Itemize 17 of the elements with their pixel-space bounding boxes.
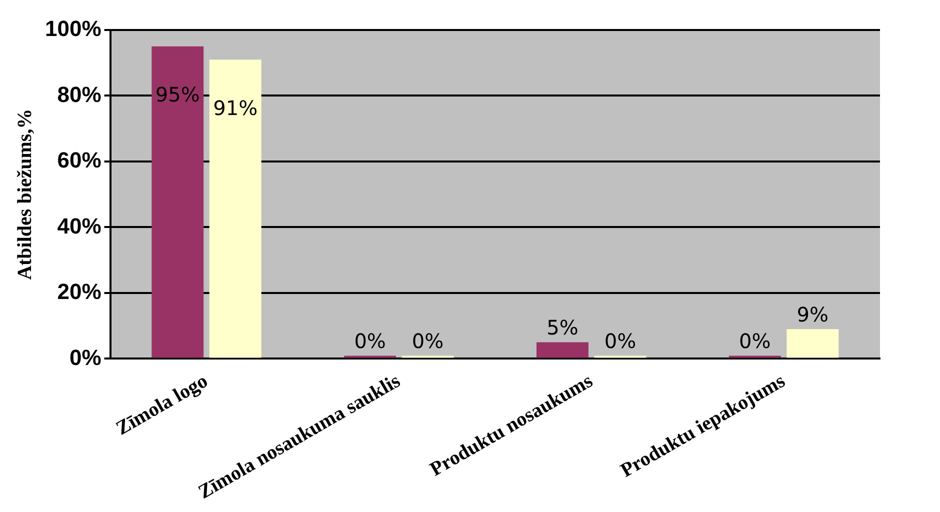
y-tick-label: 60% xyxy=(57,148,102,173)
data-label: 91% xyxy=(213,96,258,120)
y-tick-label: 40% xyxy=(57,213,102,238)
y-tick-label: 0% xyxy=(69,344,102,370)
data-label: 0% xyxy=(604,328,636,353)
data-label: 95% xyxy=(155,82,200,107)
bar xyxy=(152,46,204,358)
y-tick-label: 20% xyxy=(57,279,102,304)
data-label: 0% xyxy=(412,328,444,353)
data-label: 9% xyxy=(796,302,829,326)
bar xyxy=(209,60,262,358)
data-label: 5% xyxy=(546,315,578,340)
data-label: 0% xyxy=(739,328,771,353)
y-tick-label: 80% xyxy=(57,82,102,107)
y-axis-title: Atbildes biežums,% xyxy=(14,108,36,280)
data-label: 0% xyxy=(354,328,386,353)
y-tick-label: 100% xyxy=(44,16,102,42)
